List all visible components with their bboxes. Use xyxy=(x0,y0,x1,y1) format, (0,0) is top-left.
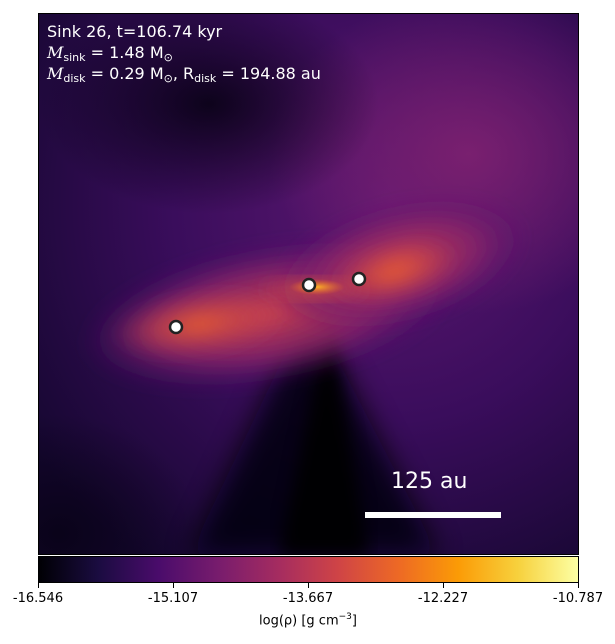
colorbar-tick-label: -12.227 xyxy=(417,591,469,606)
colorbar-tick-label: -15.107 xyxy=(147,591,199,606)
disk-params-label: Mdisk = 0.29 M⊙, Rdisk = 194.88 au xyxy=(47,64,321,85)
colorbar-tick xyxy=(578,583,579,588)
scale-bar xyxy=(365,512,501,518)
scale-bar-label: 125 au xyxy=(391,469,468,494)
colorbar-tick-label: -16.546 xyxy=(12,591,64,606)
sink-time-label: Sink 26, t=106.74 kyr xyxy=(47,22,223,41)
colorbar-tick-label: -10.787 xyxy=(552,591,604,606)
density-image xyxy=(39,14,578,554)
colorbar xyxy=(38,556,579,583)
sink-right xyxy=(351,271,367,287)
density-map xyxy=(38,13,579,555)
colorbar-tick xyxy=(443,583,444,588)
colorbar-tick xyxy=(308,583,309,588)
sink-mass-label: Msink = 1.48 M⊙ xyxy=(47,43,173,64)
colorbar-tick xyxy=(173,583,174,588)
colorbar-tick-label: -13.667 xyxy=(282,591,334,606)
colorbar-label: log(ρ) [g cm−3] xyxy=(259,612,357,629)
colorbar-tick xyxy=(38,583,39,588)
sink-center xyxy=(301,277,317,293)
sink-left xyxy=(168,319,184,335)
